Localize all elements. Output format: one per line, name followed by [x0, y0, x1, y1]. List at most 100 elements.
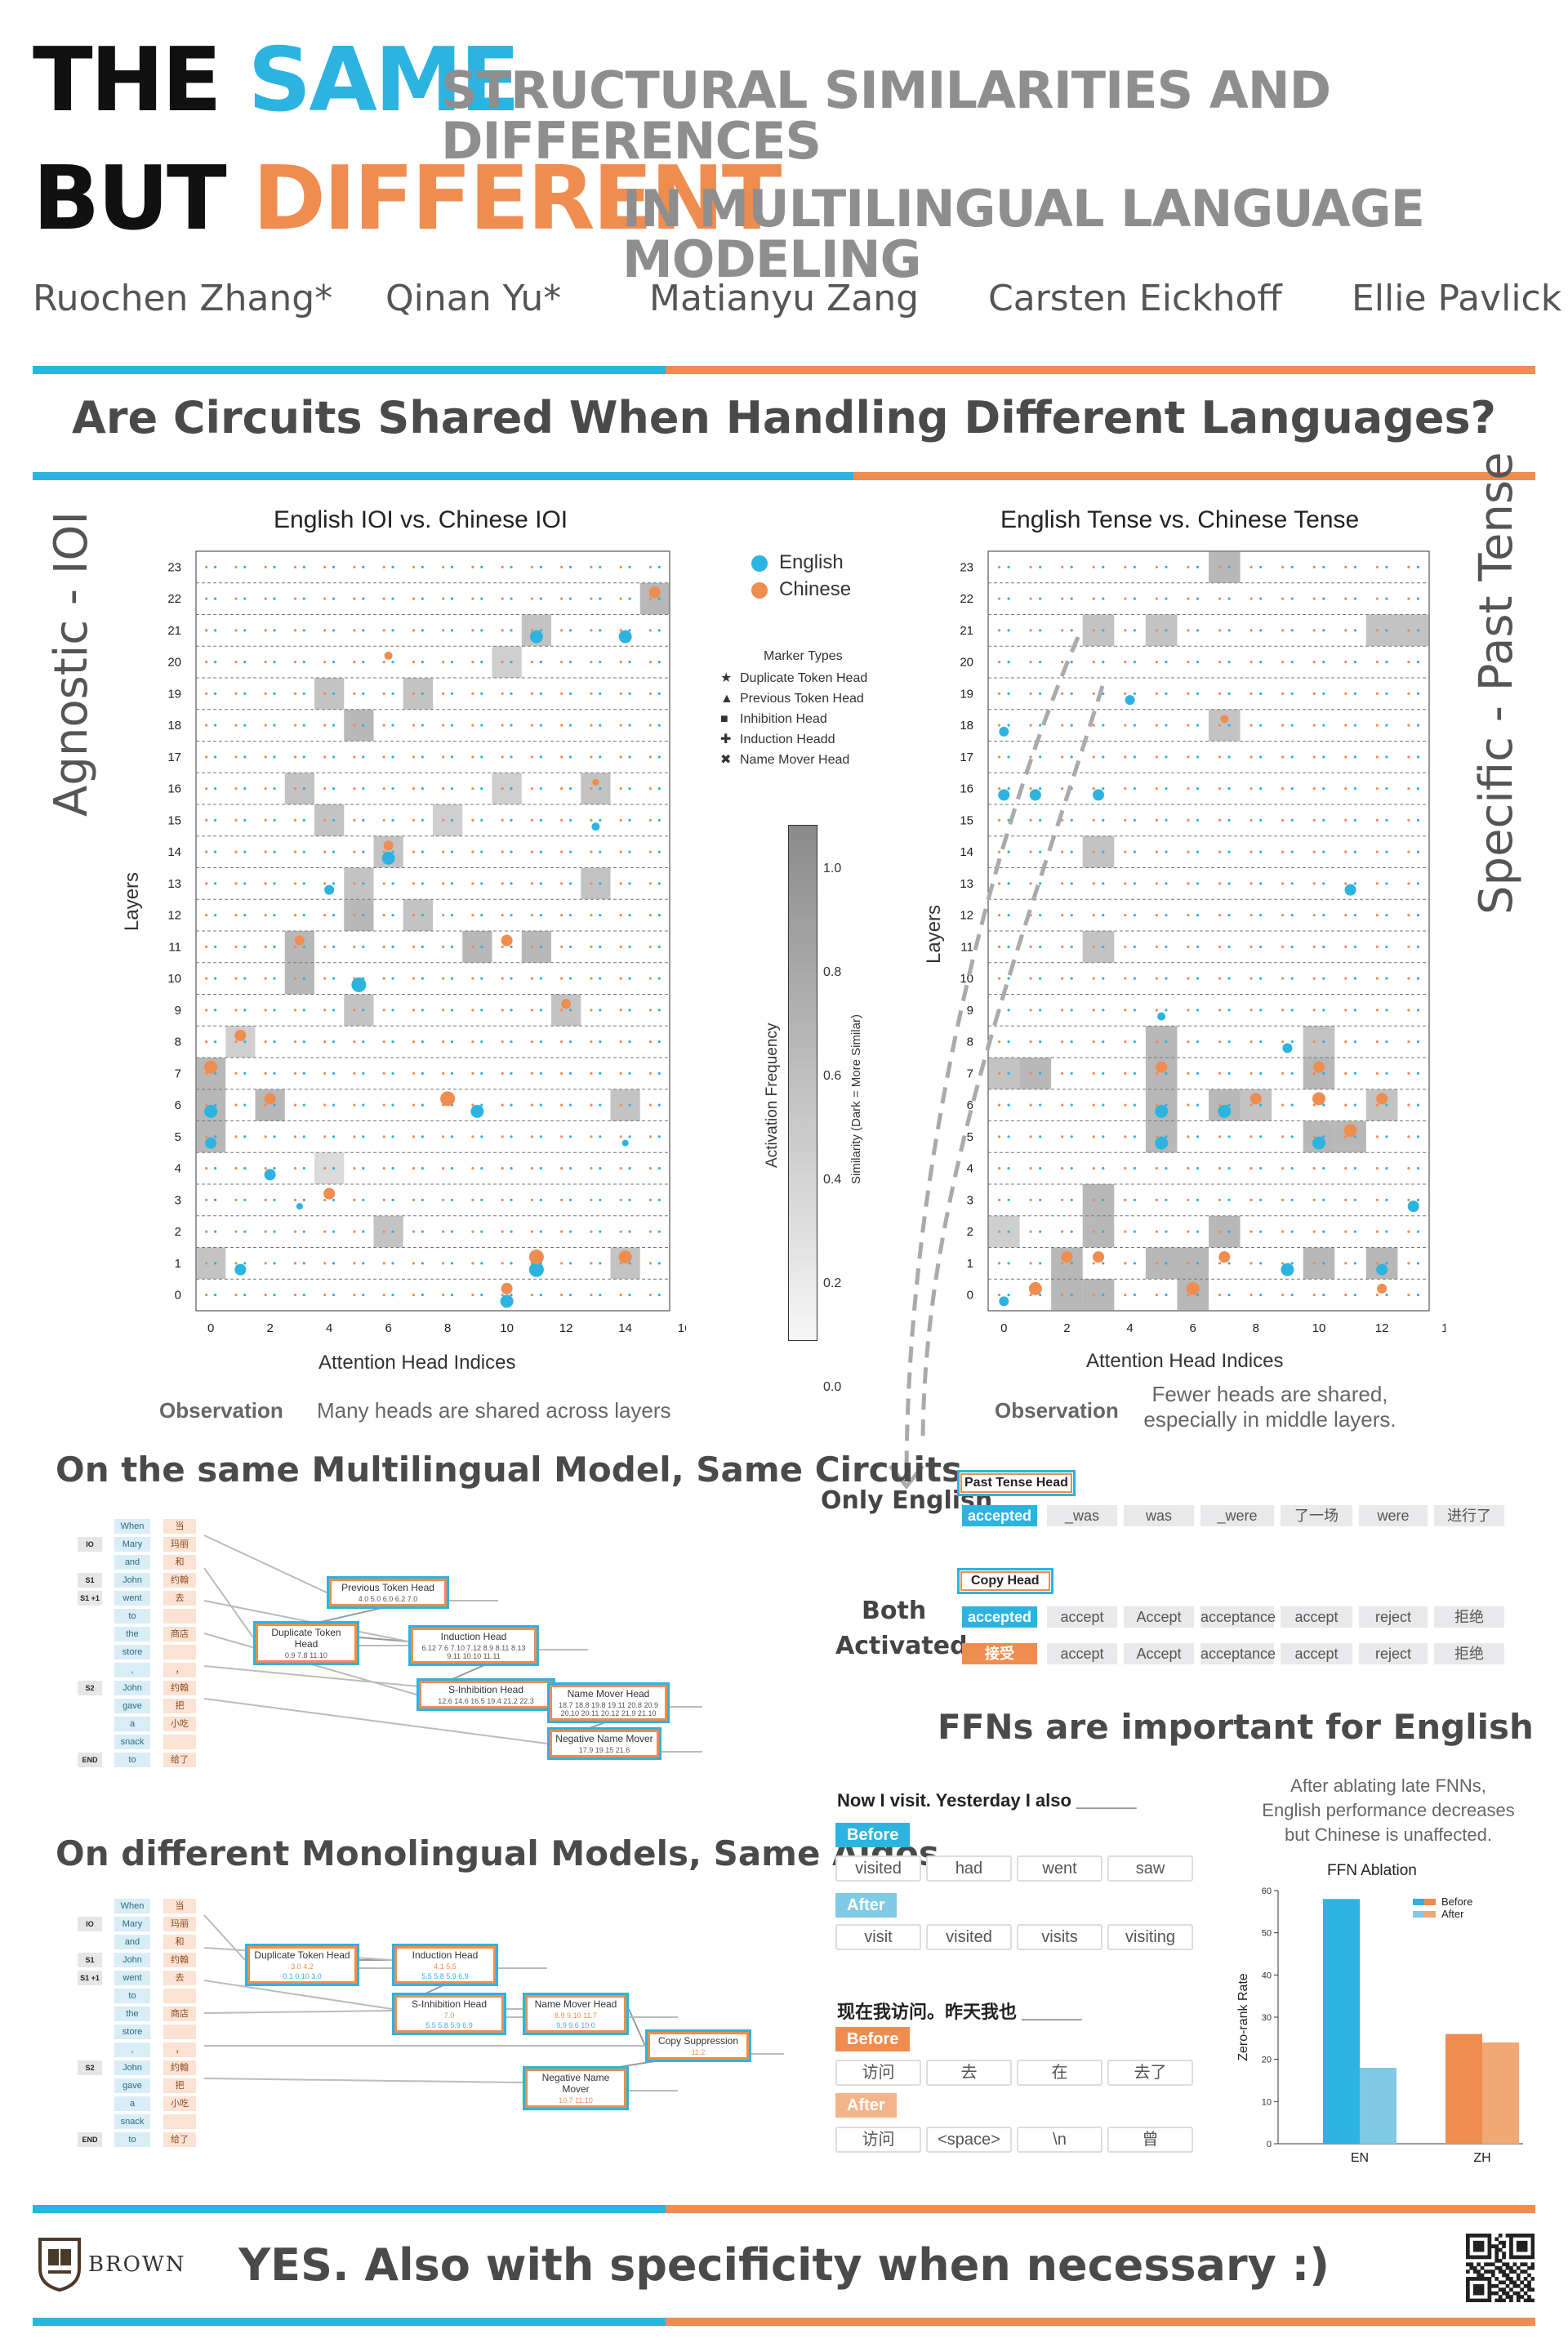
tiny-dot [1155, 1262, 1158, 1265]
qr-module [1480, 2298, 1485, 2302]
tiny-dot [619, 1040, 622, 1044]
tiny-dot [332, 1040, 336, 1044]
tiny-dot [1407, 1135, 1410, 1138]
tiny-dot [510, 1009, 513, 1012]
tiny-dot [619, 755, 622, 759]
tiny-dot [234, 755, 238, 759]
chinese-dot [1061, 1251, 1073, 1263]
tiny-dot [1039, 787, 1042, 791]
tiny-dot [501, 787, 504, 791]
qr-code-icon[interactable] [1466, 2234, 1535, 2302]
qr-module [1477, 2244, 1481, 2248]
tiny-dot [442, 597, 445, 600]
tiny-dot [332, 629, 336, 632]
tiny-dot [273, 818, 276, 822]
token-zh: 玛丽 [163, 1917, 196, 1931]
qr-module [1523, 2291, 1528, 2296]
tiny-dot [1061, 1230, 1064, 1233]
marker-previous: ▲ Previous Token Head [720, 692, 864, 706]
tiny-dot [1070, 850, 1073, 853]
token-zh: 去 [163, 1591, 196, 1606]
shaded-cell [403, 678, 433, 710]
colorbar [788, 825, 817, 1341]
tiny-dot [273, 1135, 276, 1138]
token-zh [163, 1989, 196, 2003]
english-dot [1155, 1136, 1169, 1150]
tiny-dot [450, 1040, 454, 1044]
tiny-dot [1092, 1294, 1095, 1297]
qr-module [1466, 2287, 1470, 2292]
qr-module [1516, 2244, 1521, 2248]
tiny-dot [1218, 1071, 1222, 1075]
tiny-dot [1416, 1230, 1420, 1233]
qr-module [1530, 2298, 1535, 2302]
tiny-dot [1061, 724, 1064, 727]
circuit-head-box: Duplicate Token Head 3.0 4.2 0.1 0.10 3.0 [245, 1944, 359, 1986]
tiny-dot [648, 1198, 653, 1201]
tiny-dot [1124, 661, 1127, 664]
tiny-dot [1344, 1009, 1348, 1012]
tiny-dot [1250, 1009, 1253, 1012]
tiny-dot [421, 1135, 424, 1138]
tiny-dot [1218, 597, 1222, 600]
tiny-dot [1385, 1071, 1388, 1075]
tiny-dot [382, 1103, 385, 1107]
tiny-dot [530, 1040, 534, 1044]
tiny-dot [1353, 977, 1356, 980]
y-tick-label: 2 [175, 1225, 181, 1239]
tiny-dot [293, 1071, 297, 1075]
circuit-head-box: Name Mover Head 8.9 9.10 11.7 9.9 9.6 10.0 [523, 1993, 629, 2035]
tiny-dot [1070, 945, 1073, 948]
tiny-dot [619, 818, 622, 822]
y-tick-label: 11 [168, 940, 181, 954]
tiny-dot [619, 945, 622, 948]
tiny-dot [480, 1040, 483, 1044]
tiny-dot [273, 1071, 276, 1075]
token-cell: reject [1359, 1606, 1428, 1628]
tiny-dot [1133, 1230, 1136, 1233]
tiny-dot [1375, 945, 1379, 948]
tiny-dot [362, 1135, 365, 1138]
tiny-dot [1165, 692, 1168, 695]
tiny-dot [1124, 1135, 1127, 1138]
qr-module [1498, 2280, 1503, 2285]
tiny-dot [560, 914, 564, 917]
qr-module [1530, 2244, 1535, 2248]
tiny-dot [205, 565, 208, 568]
tiny-dot [1155, 945, 1158, 948]
tiny-dot [599, 1294, 602, 1297]
tiny-dot [1312, 1167, 1316, 1170]
qr-module [1477, 2287, 1481, 2292]
tiny-dot [1187, 882, 1190, 885]
english-dot [1155, 1104, 1169, 1118]
tiny-dot [421, 1230, 424, 1233]
chinese-dot [1218, 1251, 1231, 1263]
tiny-dot [619, 977, 622, 980]
tiny-dot [1344, 661, 1348, 664]
tiny-dot [590, 914, 593, 917]
tiny-dot [471, 1103, 474, 1107]
qr-module [1490, 2262, 1495, 2267]
qr-module [1494, 2277, 1499, 2281]
tiny-dot [1290, 977, 1294, 980]
token-en: John [114, 2060, 150, 2075]
tiny-dot [213, 1294, 217, 1297]
tiny-dot [243, 850, 247, 853]
tiny-dot [501, 818, 504, 822]
tiny-dot [590, 1198, 593, 1201]
tiny-dot [657, 565, 661, 568]
tiny-dot [590, 1262, 593, 1265]
token-zh: 商店 [163, 2007, 196, 2021]
author-2: Qinan Yu* [385, 278, 562, 319]
shaded-cell [1145, 614, 1178, 647]
tiny-dot [1353, 850, 1356, 853]
tiny-dot [1281, 882, 1285, 885]
tiny-dot [1155, 818, 1158, 822]
tiny-dot [1416, 1009, 1420, 1012]
tiny-dot [1124, 977, 1127, 980]
qr-module [1502, 2273, 1506, 2278]
legend-chinese: Chinese [751, 578, 851, 601]
qr-module [1494, 2244, 1499, 2248]
tiny-dot [510, 1040, 513, 1044]
